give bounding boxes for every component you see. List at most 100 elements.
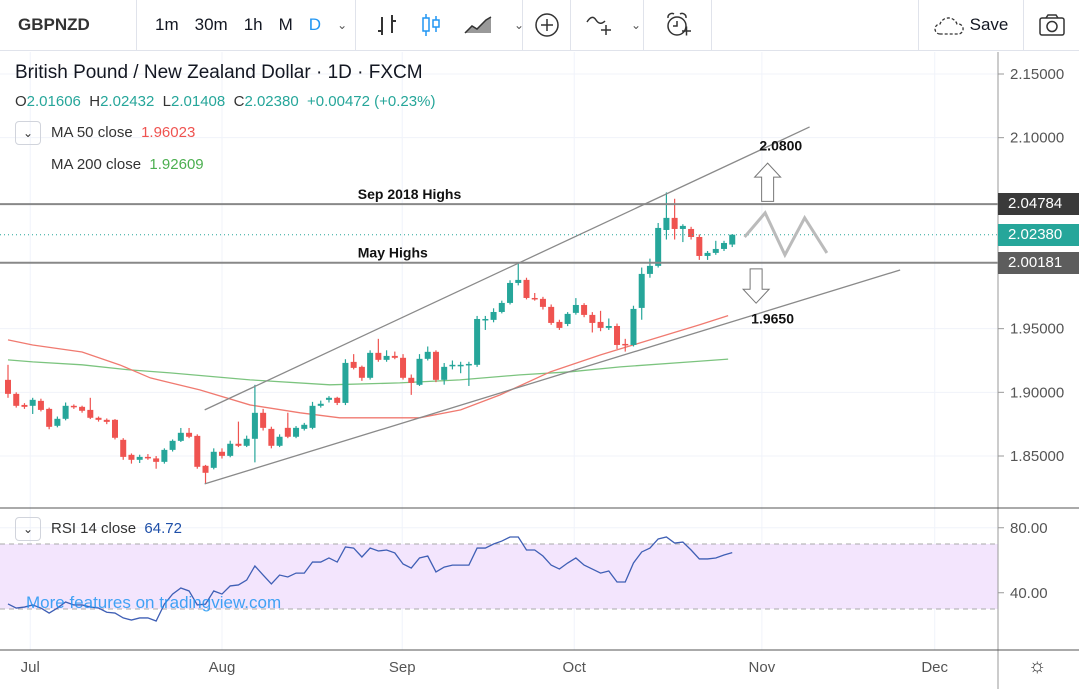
open-value: 2.01606	[26, 93, 81, 110]
settings-gear-icon[interactable]: ☼	[1028, 655, 1047, 677]
candle-body	[548, 306, 555, 323]
close-label: C	[233, 93, 245, 110]
price-axis-label: 2.00181	[998, 251, 1079, 274]
low-value: 2.01408	[171, 93, 226, 110]
candle-body	[325, 397, 332, 400]
interval-1m[interactable]: 1m	[155, 15, 179, 34]
indicators-icon[interactable]	[579, 8, 621, 42]
candle-body	[391, 355, 398, 358]
candle-body	[128, 454, 135, 460]
chevron-down-icon[interactable]: ⌄	[631, 18, 642, 32]
candle-body	[260, 412, 267, 428]
high-value: 2.02432	[100, 93, 155, 110]
candle-body	[474, 318, 481, 365]
candle-body	[383, 355, 390, 360]
rsi-value: 64.72	[144, 519, 182, 537]
candle-body	[704, 252, 711, 256]
candle-body	[432, 351, 439, 380]
ohlc-readout: O2.01606 H2.02432 L2.01408 C2.02380 +0.0…	[15, 93, 435, 110]
candle-body	[210, 451, 217, 468]
chevron-down-icon[interactable]: ⌄	[337, 18, 348, 32]
time-tick-label: Sep	[389, 659, 416, 676]
candle-body	[581, 304, 588, 315]
interval-30m[interactable]: 30m	[194, 15, 228, 34]
rsi-band	[0, 544, 998, 609]
candle-body	[498, 302, 505, 312]
candle-style-icon[interactable]	[414, 8, 448, 42]
time-tick-label: Aug	[209, 659, 236, 676]
candle-body	[597, 321, 604, 328]
candle-body	[186, 432, 193, 437]
bar-style-icon[interactable]	[370, 9, 404, 41]
candle-body	[120, 439, 127, 457]
alarm-clock-icon[interactable]	[658, 7, 698, 43]
chevron-down-icon[interactable]: ⌄	[514, 18, 525, 32]
candle-body	[712, 248, 719, 253]
candle-body	[721, 242, 728, 249]
candle-body	[243, 438, 250, 446]
projected-zigzag	[743, 210, 829, 259]
annotation-label: May Highs	[358, 244, 428, 260]
candle-body	[523, 279, 530, 298]
candle-body	[375, 352, 382, 360]
candle-body	[334, 397, 341, 403]
ma200-legend: MA 200 close 1.92609	[51, 156, 204, 173]
candle-body	[400, 357, 407, 378]
candle-body	[646, 265, 653, 274]
compare-plus-icon[interactable]	[528, 8, 566, 42]
channel-upper-line	[204, 126, 810, 411]
candle-body	[103, 419, 110, 422]
candle-body	[424, 351, 431, 359]
interval-m[interactable]: M	[278, 15, 293, 34]
candle-body	[507, 282, 514, 303]
candle-body	[21, 404, 28, 407]
annotation-label: Sep 2018 Highs	[358, 186, 462, 202]
candle-body	[679, 225, 686, 229]
candle-body	[111, 419, 118, 438]
rsi-label: RSI 14 close	[51, 519, 137, 537]
area-style-icon[interactable]	[458, 11, 498, 39]
candle-body	[638, 273, 645, 308]
collapse-rsi-button[interactable]: ⌄	[15, 517, 41, 541]
camera-icon[interactable]	[1032, 9, 1072, 41]
candle-body	[79, 406, 86, 411]
candle-body	[515, 279, 522, 283]
candle-body	[465, 363, 472, 366]
candle-body	[630, 308, 637, 345]
up-arrow-icon	[753, 162, 782, 202]
candle-body	[202, 465, 209, 473]
candle-body	[136, 456, 143, 460]
price-tick-label: 2.10000	[1010, 130, 1064, 147]
collapse-indicators-button[interactable]: ⌄	[15, 121, 41, 145]
candle-body	[539, 298, 546, 307]
symbol-search[interactable]: GBPNZD	[18, 15, 90, 34]
candle-body	[614, 325, 621, 345]
rsi-legend: ⌄ RSI 14 close 64.72	[15, 517, 182, 541]
candle-body	[169, 440, 176, 450]
candle-body	[564, 313, 571, 324]
candle-body	[54, 418, 61, 426]
candle-body	[663, 217, 670, 230]
candle-body	[276, 436, 283, 446]
ma50-legend: ⌄ MA 50 close 1.96023	[15, 121, 195, 145]
tradingview-link[interactable]: More features on tradingview.com	[26, 593, 282, 612]
candle-body	[622, 343, 629, 346]
candle-body	[235, 443, 242, 446]
candle-body	[572, 304, 579, 313]
candle-body	[490, 311, 497, 320]
candle-body	[441, 366, 448, 380]
interval-d[interactable]: D	[308, 15, 322, 34]
down-arrow-icon	[741, 268, 771, 304]
candle-body	[408, 377, 415, 383]
candle-body	[62, 405, 69, 419]
price-chart[interactable]: Sep 2018 Highs May Highs 2.0800 1.9650 2.15…	[0, 52, 1079, 689]
time-tick-label: Dec	[921, 659, 948, 676]
candle-body	[177, 432, 184, 441]
ma50-label: MA 50 close	[51, 123, 133, 141]
interval-1h[interactable]: 1h	[243, 15, 263, 34]
candle-body	[317, 403, 324, 406]
candle-body	[268, 428, 275, 446]
price-tick-label: 1.85000	[1010, 448, 1064, 465]
candle-body	[218, 451, 225, 456]
save-button[interactable]: Save	[918, 0, 1024, 51]
